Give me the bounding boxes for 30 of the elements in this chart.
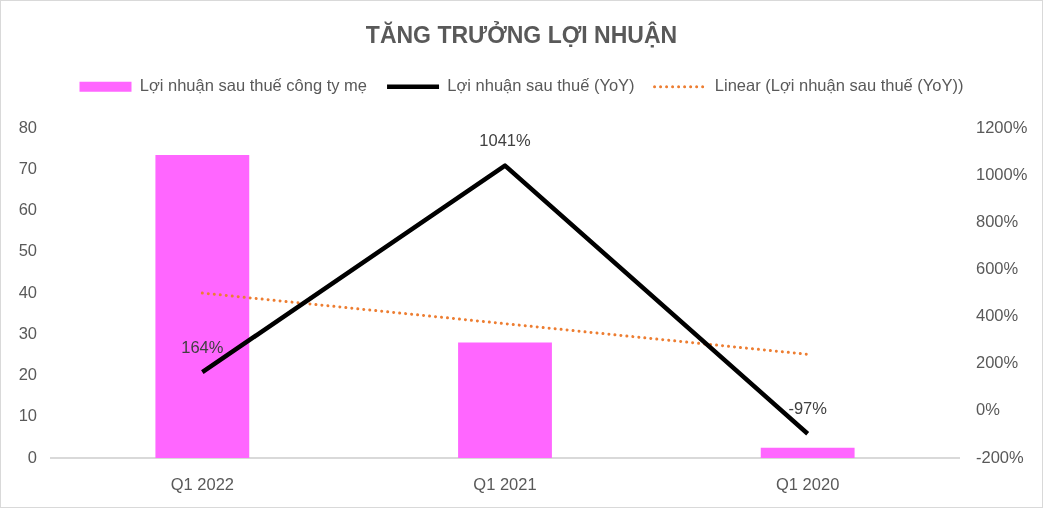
- y-tick-label: 60: [18, 200, 37, 219]
- legend-label: Linear (Lợi nhuận sau thuế (YoY)): [714, 76, 964, 95]
- x-tick-label: Q1 2020: [776, 475, 840, 494]
- y-tick-label: 0: [27, 447, 37, 466]
- y2-tick-label: 400%: [976, 306, 1019, 325]
- y-tick-label: 10: [18, 406, 37, 425]
- y-tick-label: 20: [18, 365, 37, 384]
- bar: [760, 447, 855, 458]
- legend-label: Lợi nhuận sau thuế (YoY): [447, 76, 635, 95]
- y2-tick-label: 0%: [976, 400, 1001, 419]
- y2-tick-label: 600%: [976, 259, 1019, 278]
- bar: [458, 342, 552, 458]
- y2-tick-label: 1000%: [976, 164, 1028, 183]
- data-label: -97%: [788, 399, 828, 418]
- data-label: 164%: [181, 337, 224, 356]
- y2-tick-label: 200%: [976, 353, 1019, 372]
- y2-tick-label: -200%: [976, 447, 1025, 466]
- x-tick-label: Q1 2021: [473, 475, 537, 494]
- bar: [155, 154, 250, 458]
- y2-tick-label: 1200%: [976, 117, 1028, 136]
- y-tick-label: 80: [18, 117, 37, 136]
- y2-tick-label: 800%: [976, 211, 1019, 230]
- y-tick-label: 70: [18, 158, 37, 177]
- y-tick-label: 30: [18, 323, 37, 342]
- chart-title: TĂNG TRƯỞNG LỢI NHUẬN: [365, 20, 678, 49]
- y-tick-label: 50: [18, 241, 37, 260]
- y-tick-label: 40: [18, 282, 37, 301]
- legend-label: Lợi nhuận sau thuế công ty mẹ: [139, 76, 368, 95]
- data-label: 1041%: [479, 131, 532, 150]
- x-tick-label: Q1 2022: [170, 475, 234, 494]
